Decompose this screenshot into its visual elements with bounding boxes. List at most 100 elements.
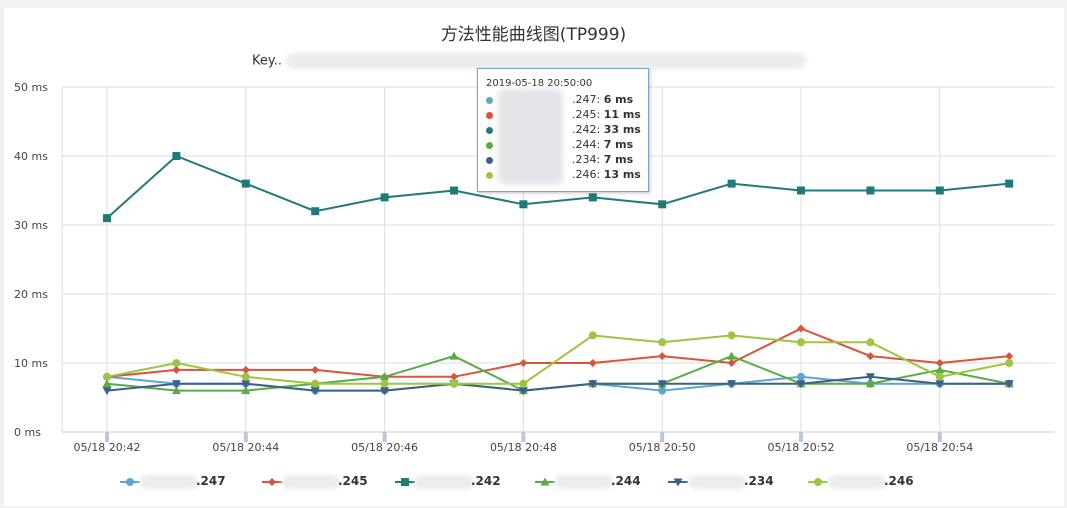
key-line: Key..: [252, 53, 806, 69]
data-point[interactable]: [727, 351, 737, 360]
data-point[interactable]: [658, 386, 667, 395]
tooltip-time: 2019-05-18 20:50:00: [486, 78, 593, 89]
data-point[interactable]: [797, 186, 805, 195]
data-point[interactable]: [241, 365, 250, 374]
data-point[interactable]: [796, 380, 806, 389]
data-point[interactable]: [310, 387, 320, 396]
tooltip-row: .242: 33 ms: [486, 123, 646, 138]
data-point[interactable]: [588, 359, 597, 367]
x-tick-mark: [660, 432, 665, 442]
data-point[interactable]: [1005, 179, 1014, 188]
series-line[interactable]: [106, 327, 1010, 378]
series-line[interactable]: [106, 154, 1010, 219]
data-point[interactable]: [727, 179, 736, 188]
x-tick-label: 05/18 20:54: [906, 441, 973, 454]
data-point[interactable]: [449, 351, 459, 360]
data-point[interactable]: [866, 338, 875, 347]
data-point[interactable]: [865, 373, 875, 382]
data-point[interactable]: [450, 186, 458, 195]
data-point[interactable]: [588, 380, 598, 389]
legend-item[interactable]: .244: [535, 474, 665, 492]
data-point[interactable]: [103, 372, 111, 381]
legend-label: .245: [338, 474, 368, 488]
data-point[interactable]: [519, 379, 528, 388]
data-point[interactable]: [171, 386, 181, 395]
legend-marker-icon: [395, 478, 415, 486]
data-point[interactable]: [1005, 359, 1014, 367]
series-line[interactable]: [106, 334, 1010, 385]
data-point[interactable]: [658, 352, 667, 361]
data-point[interactable]: [311, 207, 320, 216]
legend-item[interactable]: .234: [668, 474, 798, 492]
data-point[interactable]: [935, 365, 945, 374]
y-tick-label: 0 ms: [14, 426, 41, 439]
data-point[interactable]: [935, 359, 944, 367]
data-point[interactable]: [657, 380, 667, 389]
series-4: [102, 373, 1014, 396]
data-point[interactable]: [241, 372, 250, 381]
data-point[interactable]: [519, 200, 528, 209]
data-point[interactable]: [401, 478, 409, 486]
data-point[interactable]: [673, 478, 683, 487]
data-point[interactable]: [865, 379, 875, 388]
data-point[interactable]: [797, 338, 805, 347]
data-point[interactable]: [311, 365, 320, 374]
data-point[interactable]: [241, 386, 251, 395]
tooltip-value: 33 ms: [603, 123, 641, 136]
data-point[interactable]: [588, 331, 597, 340]
data-point[interactable]: [1005, 352, 1014, 361]
legend-item[interactable]: .246: [808, 474, 938, 492]
data-point[interactable]: [1004, 380, 1014, 389]
data-point[interactable]: [727, 380, 737, 389]
data-point[interactable]: [935, 380, 945, 389]
tooltip-row: .247: 6 ms: [486, 93, 646, 108]
data-point[interactable]: [171, 380, 181, 389]
data-point[interactable]: [450, 372, 458, 381]
data-point[interactable]: [518, 387, 528, 396]
data-point[interactable]: [380, 387, 390, 396]
data-point[interactable]: [172, 365, 181, 374]
data-point[interactable]: [102, 387, 112, 396]
data-point[interactable]: [380, 372, 390, 381]
data-point[interactable]: [658, 200, 667, 209]
data-point[interactable]: [241, 380, 251, 389]
data-point[interactable]: [450, 379, 458, 388]
data-point[interactable]: [866, 186, 875, 195]
data-point[interactable]: [727, 331, 736, 340]
series-dot-icon: [486, 141, 493, 149]
data-point[interactable]: [935, 372, 944, 381]
data-point[interactable]: [658, 338, 667, 347]
data-point[interactable]: [797, 324, 805, 333]
data-point[interactable]: [380, 193, 389, 202]
data-point[interactable]: [172, 359, 181, 367]
data-point[interactable]: [540, 477, 550, 486]
legend-item[interactable]: .247: [120, 474, 250, 492]
data-point[interactable]: [103, 214, 111, 223]
data-point[interactable]: [588, 193, 597, 202]
data-point[interactable]: [241, 179, 250, 188]
data-point[interactable]: [126, 478, 134, 486]
data-point[interactable]: [311, 379, 320, 388]
data-point[interactable]: [268, 478, 276, 486]
legend-item[interactable]: .245: [262, 474, 392, 492]
data-point[interactable]: [866, 352, 875, 361]
legend-marker-icon: [668, 478, 688, 487]
series-line[interactable]: [106, 375, 1010, 392]
data-point[interactable]: [935, 186, 944, 195]
data-point[interactable]: [172, 152, 181, 160]
x-tick-mark: [243, 432, 248, 442]
series-dot-icon: [486, 126, 493, 134]
y-axis: 0 ms 10 ms 20 ms 30 ms 40 ms 50 ms: [14, 81, 48, 439]
x-tick-mark: [105, 432, 109, 442]
data-point[interactable]: [102, 379, 112, 388]
data-point[interactable]: [727, 359, 736, 367]
data-point[interactable]: [380, 379, 389, 388]
data-point[interactable]: [797, 372, 805, 381]
tooltip: 2019-05-18 20:50:00 .247: 6 ms .245: 11 m…: [477, 68, 649, 192]
legend-marker-icon: [120, 478, 140, 486]
legend-item[interactable]: .242: [395, 474, 525, 492]
data-point[interactable]: [814, 478, 822, 486]
x-tick-label: 05/18 20:52: [768, 441, 835, 454]
data-point[interactable]: [519, 359, 528, 367]
tooltip-row: .234: 7 ms: [486, 153, 646, 168]
